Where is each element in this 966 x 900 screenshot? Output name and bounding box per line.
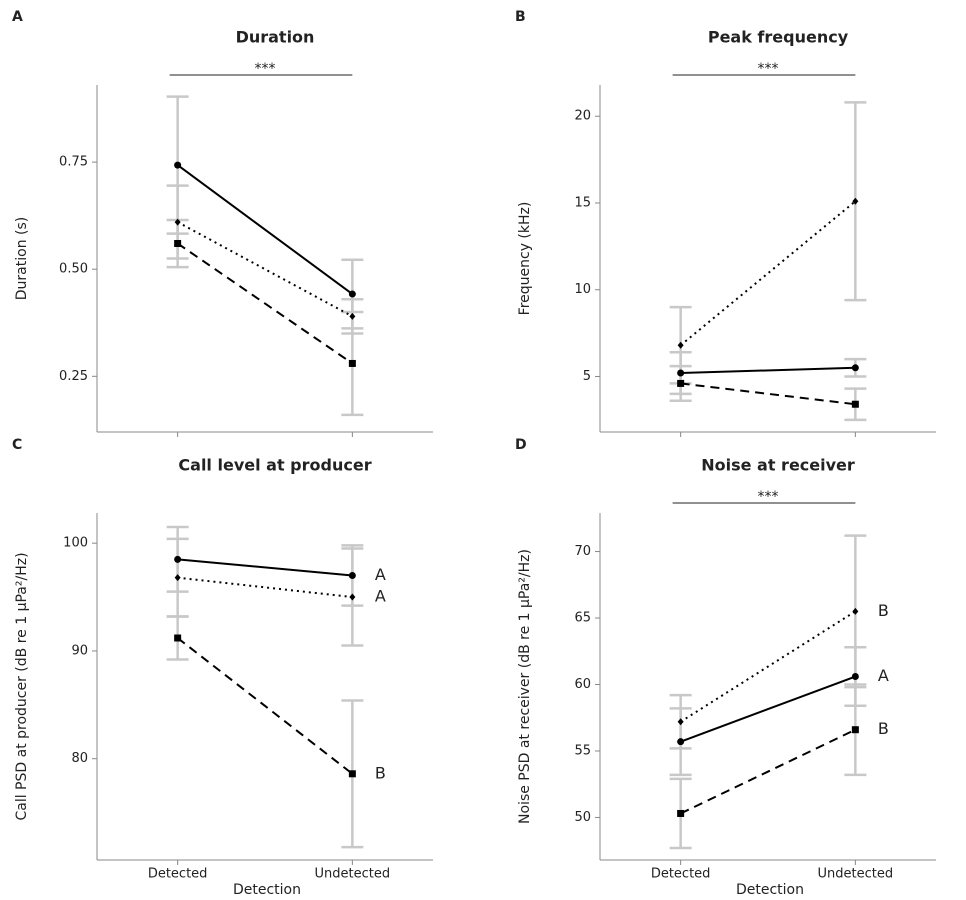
y-tick-label: 65	[574, 611, 591, 626]
group-letter: A	[375, 565, 386, 584]
marker	[348, 359, 356, 367]
marker	[852, 197, 859, 205]
x-axis-label: Detection	[233, 882, 301, 898]
marker	[174, 218, 181, 226]
marker	[851, 364, 859, 372]
y-tick-label: 0.50	[59, 262, 88, 277]
marker	[677, 369, 685, 377]
y-axis-label: Noise PSD at receiver (dB re 1 μPa²/Hz)	[517, 549, 533, 824]
y-tick-label: 20	[574, 109, 591, 124]
chart-title: Call level at producer	[178, 456, 371, 475]
group-letter: B	[878, 601, 889, 620]
y-tick-label: 5	[583, 369, 591, 384]
marker	[852, 607, 859, 615]
significance-label: ***	[758, 489, 779, 505]
group-letter: A	[878, 666, 889, 685]
x-tick-label: Undetected	[315, 867, 391, 882]
x-tick-label: Detected	[148, 867, 208, 882]
marker	[349, 593, 356, 601]
panel-label: B	[515, 9, 526, 25]
series-line	[177, 558, 353, 577]
chart-title: Duration	[236, 28, 315, 47]
series-line	[177, 242, 353, 365]
marker	[348, 770, 356, 778]
marker	[851, 400, 859, 408]
series-line	[680, 610, 856, 723]
marker	[348, 290, 356, 298]
significance-label: ***	[758, 61, 779, 77]
y-tick-label: 10	[574, 282, 591, 297]
marker	[677, 718, 684, 726]
x-tick-label: Detected	[651, 867, 711, 882]
panel-label: A	[12, 9, 23, 25]
x-axis-label: Detection	[736, 882, 804, 898]
chart-title: Noise at receiver	[701, 456, 855, 475]
x-tick-label: Undetected	[818, 867, 894, 882]
marker	[174, 555, 182, 563]
marker	[174, 574, 181, 582]
y-tick-label: 55	[574, 743, 591, 758]
marker	[851, 726, 859, 734]
y-axis-label: Call PSD at producer (dB re 1 μPa²/Hz)	[14, 552, 30, 820]
significance-label: ***	[255, 61, 276, 77]
marker	[174, 634, 182, 642]
y-tick-label: 90	[71, 643, 88, 658]
y-axis-label: Duration (s)	[14, 217, 30, 300]
marker	[677, 809, 685, 817]
group-letter: B	[878, 719, 889, 738]
series-line	[680, 382, 856, 406]
series-line	[680, 728, 856, 815]
series-line	[177, 221, 353, 318]
y-tick-label: 60	[574, 677, 591, 692]
series-line	[177, 637, 353, 775]
marker	[677, 738, 685, 746]
y-tick-label: 50	[574, 810, 591, 825]
group-letter: B	[375, 763, 386, 782]
series-line	[680, 675, 856, 743]
group-letter: A	[375, 587, 386, 606]
marker	[174, 161, 182, 169]
y-tick-label: 0.25	[59, 369, 88, 384]
y-tick-label: 80	[71, 751, 88, 766]
marker	[851, 673, 859, 681]
y-tick-label: 100	[63, 536, 88, 551]
marker	[348, 572, 356, 580]
series-line	[177, 576, 353, 599]
y-tick-label: 70	[574, 544, 591, 559]
marker	[349, 312, 356, 320]
marker	[174, 240, 182, 248]
marker	[677, 379, 685, 387]
y-axis-label: Frequency (kHz)	[517, 202, 533, 316]
series-line	[680, 366, 856, 375]
panel-label: C	[12, 437, 22, 453]
chart-title: Peak frequency	[708, 28, 849, 47]
y-tick-label: 15	[574, 195, 591, 210]
series-line	[177, 164, 353, 295]
marker	[677, 341, 684, 349]
y-tick-label: 0.75	[59, 155, 88, 170]
panel-label: D	[515, 437, 527, 453]
series-line	[680, 200, 856, 347]
